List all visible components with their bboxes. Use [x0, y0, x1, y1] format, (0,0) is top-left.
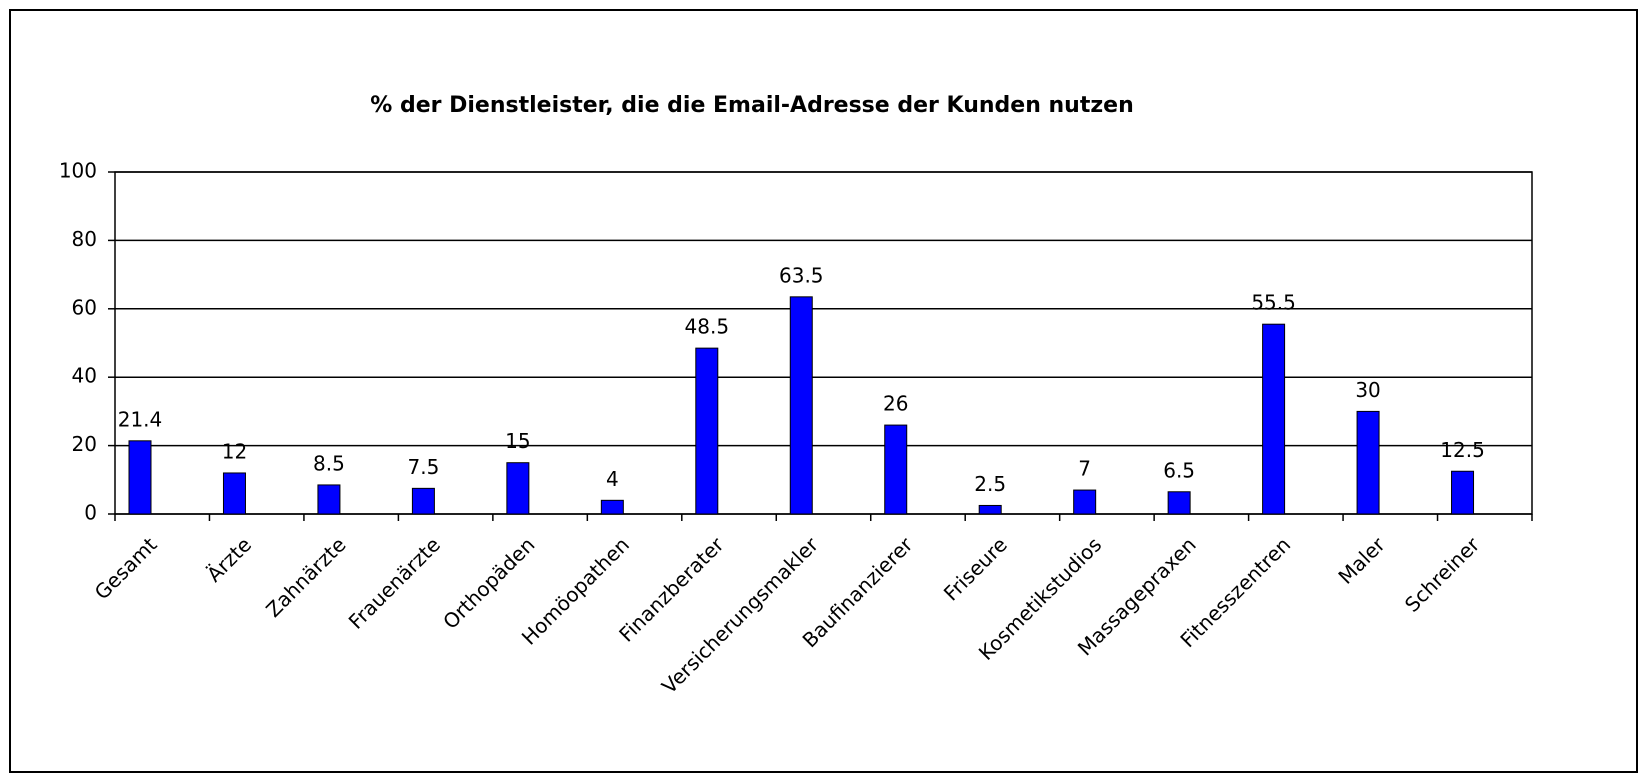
bar [317, 484, 341, 515]
data-label: 6.5 [1163, 458, 1195, 482]
y-tick-label: 40 [72, 364, 97, 388]
data-label: 8.5 [313, 451, 345, 475]
bar [1167, 491, 1191, 515]
data-label: 48.5 [685, 315, 730, 339]
bar [1073, 489, 1097, 515]
data-label: 63.5 [779, 263, 824, 287]
y-tick-label: 60 [72, 295, 97, 319]
data-label: 26 [883, 392, 908, 416]
bar [128, 440, 152, 515]
chart-title: % der Dienstleister, die die Email-Adres… [370, 93, 1134, 118]
bar [884, 424, 908, 515]
data-label: 15 [505, 429, 530, 453]
bar [978, 504, 1002, 515]
data-label: 7.5 [407, 455, 439, 479]
y-tick-label: 20 [72, 432, 97, 456]
y-tick-label: 0 [84, 501, 97, 525]
data-label: 4 [606, 467, 619, 491]
data-label: 30 [1355, 378, 1380, 402]
data-label: 12 [222, 439, 247, 463]
data-label: 2.5 [974, 472, 1006, 496]
bar [1262, 323, 1286, 515]
bar [411, 487, 435, 515]
bar [600, 499, 624, 515]
chart-frame [9, 9, 1638, 773]
bar [222, 472, 246, 515]
bar [789, 296, 813, 515]
bar [1451, 470, 1475, 515]
y-tick-label: 80 [72, 227, 97, 251]
data-label: 12.5 [1440, 438, 1485, 462]
bar [506, 462, 530, 515]
bar [1356, 410, 1380, 515]
data-label: 21.4 [118, 407, 163, 431]
data-label: 7 [1078, 457, 1091, 481]
data-label: 55.5 [1251, 291, 1296, 315]
bar [695, 347, 719, 515]
y-tick-label: 100 [59, 159, 97, 183]
